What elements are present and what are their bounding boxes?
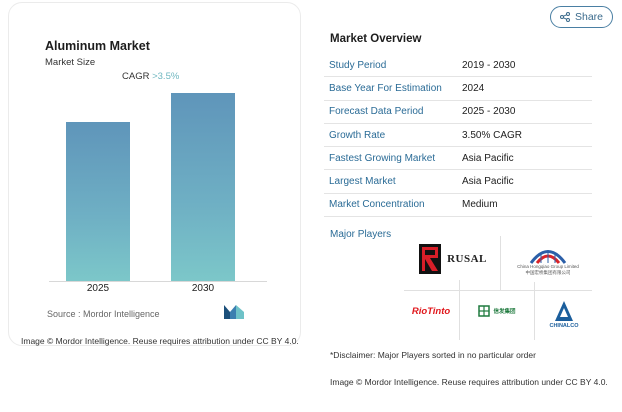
- overview-row-fastest-growing: Fastest Growing Market Asia Pacific: [324, 147, 592, 171]
- cagr-label: CAGR >3.5%: [122, 71, 179, 82]
- xinfa-wordmark: 信发集团: [493, 309, 516, 315]
- overview-title: Market Overview: [330, 33, 422, 45]
- chart-subtitle: Market Size: [45, 57, 96, 68]
- overview-key: Largest Market: [329, 176, 396, 188]
- overview-row-largest-market: Largest Market Asia Pacific: [324, 170, 592, 194]
- major-players-label: Major Players: [330, 229, 392, 240]
- overview-key: Growth Rate: [329, 129, 386, 141]
- players-disclaimer: *Disclaimer: Major Players sorted in no …: [330, 350, 536, 360]
- major-players-logos: RUSAL China Hongqiao Group Limited 中国宏桥集…: [404, 236, 592, 340]
- rusal-logo-icon: [419, 244, 442, 274]
- overview-key: Fastest Growing Market: [329, 152, 436, 164]
- cagr-value: >3.5%: [152, 71, 180, 82]
- overview-value: Asia Pacific: [462, 152, 514, 164]
- x-tick-label-2025: 2025: [86, 283, 110, 294]
- logo-divider: [459, 280, 460, 340]
- overview-row-forecast-period: Forecast Data Period 2025 - 2030: [324, 101, 592, 124]
- overview-credit: Image © Mordor Intelligence. Reuse requi…: [330, 377, 608, 387]
- x-tick-label-2030: 2030: [191, 283, 215, 294]
- cagr-text: CAGR: [122, 71, 150, 82]
- bar-2025: [66, 122, 130, 281]
- logo-xinfa: 信发集团: [464, 300, 530, 322]
- logo-chinalco: CHINALCO: [540, 296, 588, 334]
- logo-divider: [534, 280, 535, 340]
- overview-key: Study Period: [329, 59, 387, 71]
- overview-table: Study Period 2019 - 2030 Base Year For E…: [324, 54, 592, 218]
- overview-row-base-year: Base Year For Estimation 2024: [324, 77, 592, 101]
- chinalco-wordmark: CHINALCO: [549, 323, 579, 329]
- overview-value: 2024: [462, 82, 485, 94]
- hongqiao-name-en: China Hongqiao Group Limited: [517, 264, 579, 269]
- share-icon: [559, 12, 570, 22]
- overview-value: Asia Pacific: [462, 176, 514, 188]
- share-label: Share: [574, 11, 604, 23]
- overview-row-concentration: Market Concentration Medium: [324, 194, 592, 218]
- logo-rusal: RUSAL: [410, 238, 496, 280]
- bar-chart: 2025 2030: [9, 3, 302, 347]
- rusal-wordmark: RUSAL: [447, 253, 487, 265]
- overview-value: 3.50% CAGR: [462, 129, 523, 141]
- overview-value: 2025 - 2030: [462, 106, 516, 118]
- riotinto-wordmark: RioTinto: [411, 305, 451, 317]
- logo-hongqiao: China Hongqiao Group Limited 中国宏桥集团有限公司: [508, 240, 588, 282]
- chart-source: Source : Mordor Intelligence: [47, 309, 160, 319]
- overview-row-study-period: Study Period 2019 - 2030: [324, 54, 592, 78]
- xinfa-logo-icon: [478, 305, 491, 317]
- logo-divider: [404, 290, 592, 291]
- overview-row-growth-rate: Growth Rate 3.50% CAGR: [324, 124, 592, 148]
- hongqiao-name-cn: 中国宏桥集团有限公司: [525, 270, 571, 275]
- logo-riotinto: RioTinto: [406, 300, 456, 322]
- x-axis-line: [49, 281, 267, 282]
- overview-key: Base Year For Estimation: [329, 82, 442, 94]
- overview-key: Market Concentration: [329, 199, 425, 211]
- bar-2030: [171, 92, 235, 281]
- chinalco-logo-icon: [555, 301, 573, 321]
- overview-value: 2019 - 2030: [462, 59, 516, 71]
- logo-divider: [500, 236, 501, 290]
- hongqiao-logo-icon: [529, 250, 567, 264]
- mordor-logo-icon: [224, 305, 244, 319]
- chart-card: Aluminum Market Market Size CAGR >3.5% 2…: [8, 2, 301, 346]
- chart-title: Aluminum Market: [45, 39, 150, 53]
- overview-value: Medium: [462, 199, 498, 211]
- share-button[interactable]: Share: [550, 6, 613, 28]
- overview-key: Forecast Data Period: [329, 106, 424, 118]
- chart-credit: Image © Mordor Intelligence. Reuse requi…: [21, 336, 299, 346]
